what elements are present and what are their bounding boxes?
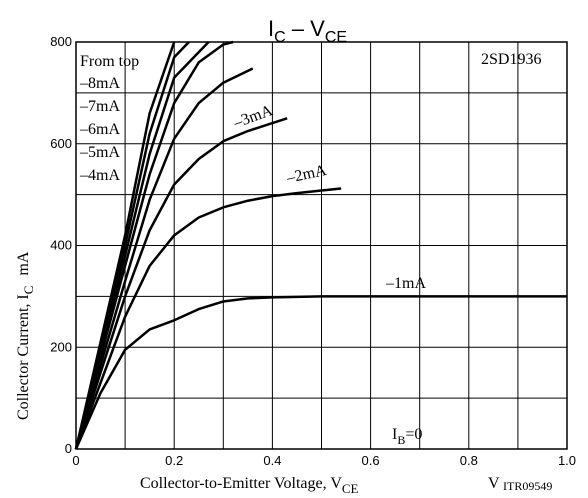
device-label: 2SD1936	[481, 51, 541, 68]
plot-frame	[75, 41, 568, 450]
curve	[74, 295, 567, 450]
y-tick-label: 600	[50, 136, 72, 151]
x-tick-label: 0	[72, 453, 79, 468]
figure-code: ITR09549	[503, 479, 552, 493]
curve	[74, 41, 176, 450]
x-unit: V	[488, 475, 500, 492]
curve	[74, 117, 288, 450]
y-axis-label: Collector Current, ICmA	[15, 251, 36, 420]
legend-entry: –7mA	[79, 98, 120, 115]
y-tick-label: 200	[50, 339, 72, 354]
curve	[74, 187, 342, 450]
series-label: –3mA	[231, 102, 276, 132]
x-axis-label: Collector-to-Emitter Voltage, VCE	[140, 475, 359, 496]
x-tick-label: 0.6	[362, 453, 380, 468]
y-tick-label: 400	[50, 238, 72, 253]
curve	[74, 40, 234, 450]
zero-label: IB=0	[392, 426, 422, 447]
legend-entry: –6mA	[79, 121, 120, 138]
legend-entry: –8mA	[79, 75, 120, 92]
y-tick-label: 0	[65, 441, 72, 456]
series-label: –1mA	[385, 275, 426, 292]
legend-note: From top	[80, 53, 139, 70]
curve	[74, 67, 254, 450]
x-tick-label: 1.0	[558, 453, 576, 468]
y-tick-label: 800	[50, 34, 72, 49]
x-tick-label: 0.8	[460, 453, 478, 468]
legend-entry: –4mA	[79, 167, 120, 184]
legend-entry: –5mA	[79, 144, 120, 161]
x-tick-label: 0.2	[165, 453, 183, 468]
x-tick-label: 0.4	[263, 453, 281, 468]
